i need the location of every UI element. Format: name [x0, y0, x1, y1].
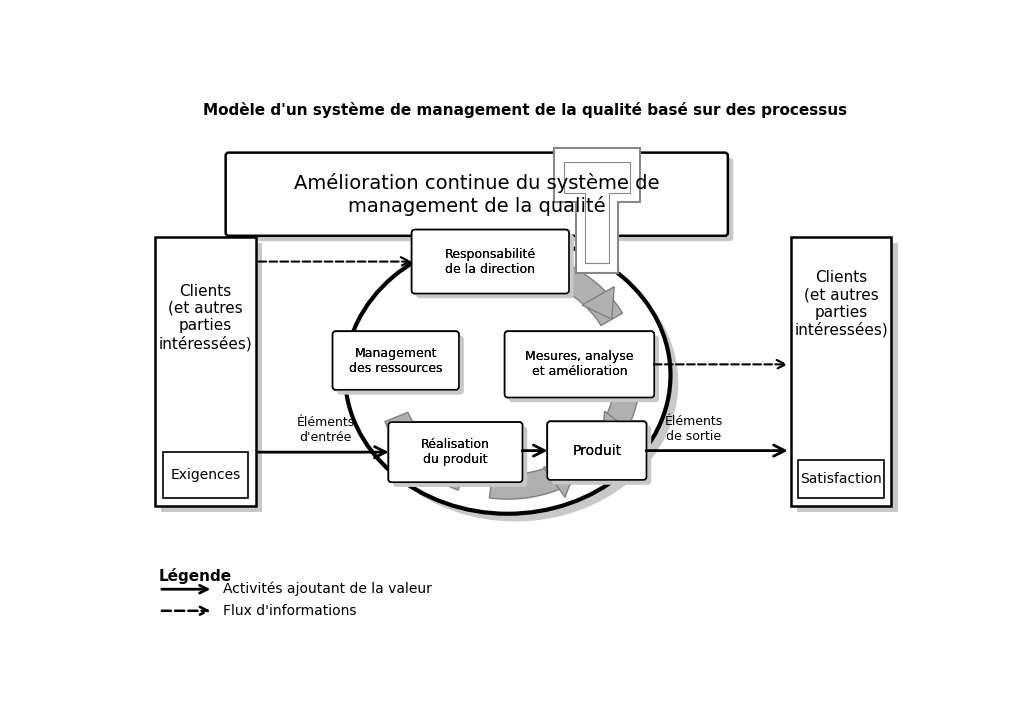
Polygon shape — [563, 162, 630, 264]
Text: Exigences: Exigences — [170, 468, 241, 482]
FancyBboxPatch shape — [225, 153, 728, 235]
Text: Mesures, analyse
et amélioration: Mesures, analyse et amélioration — [525, 351, 634, 379]
FancyBboxPatch shape — [337, 336, 464, 395]
FancyBboxPatch shape — [412, 230, 569, 294]
Text: Clients
(et autres
parties
intéressées): Clients (et autres parties intéressées) — [795, 270, 888, 338]
Polygon shape — [430, 451, 463, 486]
Text: Produit: Produit — [572, 444, 622, 458]
FancyBboxPatch shape — [417, 234, 573, 298]
Text: Légende: Légende — [159, 567, 232, 584]
Polygon shape — [385, 413, 467, 490]
Text: Produit: Produit — [572, 444, 622, 458]
Bar — [155, 237, 256, 506]
FancyBboxPatch shape — [505, 331, 654, 397]
Polygon shape — [602, 411, 634, 444]
Polygon shape — [544, 467, 577, 498]
FancyBboxPatch shape — [509, 336, 658, 402]
Text: Flux d'informations: Flux d'informations — [222, 604, 356, 618]
Bar — [791, 237, 891, 506]
FancyBboxPatch shape — [393, 427, 527, 487]
Text: Éléments
de sortie: Éléments de sortie — [665, 415, 723, 443]
FancyBboxPatch shape — [547, 421, 646, 480]
Text: Réalisation
du produit: Réalisation du produit — [421, 438, 489, 466]
Ellipse shape — [352, 244, 678, 521]
FancyBboxPatch shape — [552, 426, 651, 485]
Bar — [163, 452, 248, 498]
Bar — [799, 460, 884, 498]
FancyBboxPatch shape — [231, 158, 733, 241]
Text: Réalisation
du produit: Réalisation du produit — [421, 438, 489, 466]
FancyBboxPatch shape — [337, 336, 464, 395]
Text: Éléments
d'entrée: Éléments d'entrée — [297, 416, 354, 444]
Ellipse shape — [345, 237, 671, 514]
Polygon shape — [554, 148, 640, 273]
Text: Responsabilité
de la direction: Responsabilité de la direction — [444, 248, 536, 276]
Text: Management
des ressources: Management des ressources — [349, 346, 442, 374]
FancyBboxPatch shape — [333, 331, 459, 390]
Text: Responsabilité
de la direction: Responsabilité de la direction — [444, 248, 536, 276]
FancyBboxPatch shape — [509, 336, 658, 402]
FancyBboxPatch shape — [388, 422, 522, 482]
Text: Mesures, analyse
et amélioration: Mesures, analyse et amélioration — [525, 351, 634, 379]
Text: Amélioration continue du système de
management de la qualité: Amélioration continue du système de mana… — [294, 173, 659, 216]
Text: Management
des ressources: Management des ressources — [349, 346, 442, 374]
FancyBboxPatch shape — [333, 331, 459, 390]
Bar — [797, 243, 898, 512]
Polygon shape — [541, 257, 623, 325]
Polygon shape — [593, 337, 640, 451]
Text: Clients
(et autres
parties
intéressées): Clients (et autres parties intéressées) — [159, 284, 252, 351]
Polygon shape — [489, 456, 584, 499]
Text: Modèle d'un système de management de la qualité basé sur des processus: Modèle d'un système de management de la … — [203, 102, 847, 118]
FancyBboxPatch shape — [547, 421, 646, 480]
FancyBboxPatch shape — [505, 331, 654, 397]
Polygon shape — [582, 287, 614, 320]
FancyBboxPatch shape — [552, 426, 651, 485]
FancyBboxPatch shape — [417, 234, 573, 298]
FancyBboxPatch shape — [388, 422, 522, 482]
Text: Activités ajoutant de la valeur: Activités ajoutant de la valeur — [222, 582, 431, 596]
FancyBboxPatch shape — [412, 230, 569, 294]
FancyBboxPatch shape — [393, 427, 527, 487]
Bar — [162, 243, 262, 512]
Text: Satisfaction: Satisfaction — [800, 472, 882, 486]
